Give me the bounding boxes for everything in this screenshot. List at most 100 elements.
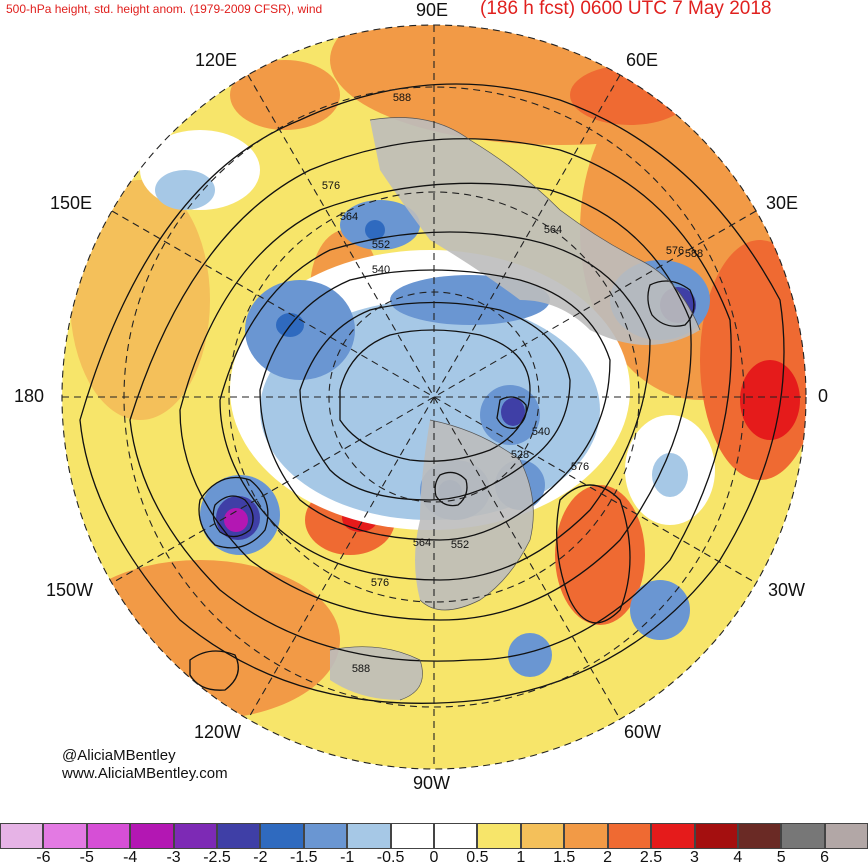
coastlines [329,117,701,701]
colorbar-swatch-4 [173,823,218,849]
colorbar-tick-labels: -6 -5 -4 -3 -2.5 -2 -1.5 -1 -0.5 0 0.5 1 1.5 2 2.5 3 4 5 6 [0,849,868,866]
colorbar-swatch-17 [737,823,782,849]
colorbar-swatch-6 [260,823,304,849]
contour-closed-southwest [189,650,239,691]
contour-label: 576 [371,577,389,589]
contour-588 [79,83,785,704]
product-title: 500-hPa height, std. height anom. (1979-… [6,2,323,16]
contour-label: 552 [451,539,469,551]
colorbar-swatch-1 [43,823,87,849]
contour-label: 540 [532,426,550,438]
colorbar-tick-3: -3 [166,849,181,866]
height-contours [79,83,785,704]
lon-label-120w: 120W [194,722,242,742]
contour-label: 528 [511,449,529,461]
lon-label-0: 0 [818,386,829,406]
warm-anomaly-120e [230,60,340,130]
lon-label-150w: 150W [46,580,94,600]
colorbar-tick-4: -2.5 [203,849,231,866]
colorbar-swatch-3 [130,823,174,849]
contour-528 [299,301,571,501]
colorbar-swatch-10 [434,823,478,849]
lon-label-180: 180 [14,386,45,406]
colorbar-swatch-9 [390,823,435,849]
strong-warm-anomaly [740,360,800,440]
cold-anomaly-greenland-core [501,398,525,426]
contour-low-canada [434,471,468,507]
colorbar-swatch-0 [0,823,44,849]
lon-label-60e: 60E [626,50,659,70]
colorbar-tick-1: -5 [79,849,94,866]
lon-label-90e: 90E [416,0,449,20]
coast-eurasia [369,117,701,331]
anomaly-shading [62,25,806,769]
colorbar-swatch-15 [651,823,695,849]
cold-anomaly-aleutian-core [224,508,248,532]
lon-label-120e: 120E [195,50,238,70]
contour-540 [259,269,611,541]
land-eurasia-arctic [370,117,700,345]
contour-576 [129,138,732,662]
cold-anomaly-pacific-north [155,170,215,210]
colorbar-swatch-19 [824,823,868,849]
colorbar-tick-6: -1.5 [290,849,318,866]
colorbar-swatch-12 [520,823,565,849]
colorbar-swatch-18 [781,823,825,849]
contour-516 [339,329,531,462]
colorbar-tick-15: 3 [689,849,699,866]
colorbar-tick-8: -0.5 [376,849,405,866]
cold-anomaly-atlantic [630,580,690,640]
colorbar [0,823,868,849]
colorbar-swatch-13 [564,823,608,849]
colorbar-tick-0: -6 [36,849,51,866]
contour-label: 552 [372,239,390,251]
colorbar-swatch-5 [217,823,261,849]
colorbar-tick-2: -4 [123,849,138,866]
colorbar-tick-11: 1 [516,849,526,866]
warm-anomaly-60e [570,65,690,125]
contour-label: 564 [340,211,358,223]
contour-low-greenland [496,396,527,429]
meridian-120e-60w [247,74,621,720]
contour-label: 540 [372,264,390,276]
colorbar-tick-17: 5 [776,849,786,866]
lon-label-60w: 60W [624,722,662,742]
contour-label: 588 [393,92,411,104]
coast-mexico [329,646,423,701]
colorbar-swatch-14 [607,823,652,849]
warm-anomaly-europe [700,240,806,480]
lon-label-30w: 30W [768,580,806,600]
colorbar-swatch-16 [694,823,738,849]
colorbar-tick-12: 1.5 [553,849,576,866]
colorbar-tick-7: -1 [340,849,355,866]
cold-anomaly-gulf [508,633,552,677]
lon-label-30e: 30E [766,193,799,213]
contour-label: 564 [544,224,562,236]
colorbar-tick-9: 0 [429,849,439,866]
colorbar-tick-13: 2 [603,849,613,866]
warm-anomaly-southwest [62,560,340,720]
meridian-60e-120w [247,74,621,720]
colorbar-tick-14: 2.5 [639,849,663,866]
contour-low-aleutian [198,476,269,549]
contour-label: 576 [666,245,684,257]
forecast-valid-time: (186 h fcst) 0600 UTC 7 May 2018 [480,0,772,19]
contour-ridge-atlantic [556,484,631,624]
cold-anomaly-azores [652,453,688,497]
contour-low-aleutian-inner [212,495,254,538]
contour-label: 576 [571,461,589,473]
contour-564 [179,182,692,621]
colorbar-tick-16: 4 [733,849,743,866]
meridian-150e-30w [111,210,757,584]
contour-552 [219,231,651,581]
credit-website: www.AliciaMBentley.com [62,765,228,782]
cold-anomaly-siberia-core [365,220,385,240]
graticule [61,24,807,770]
colorbar-swatch-2 [86,823,131,849]
colorbar-tick-10: 0.5 [466,849,489,866]
colorbar-swatch-7 [303,823,348,849]
meridian-30e-150w [111,210,757,584]
